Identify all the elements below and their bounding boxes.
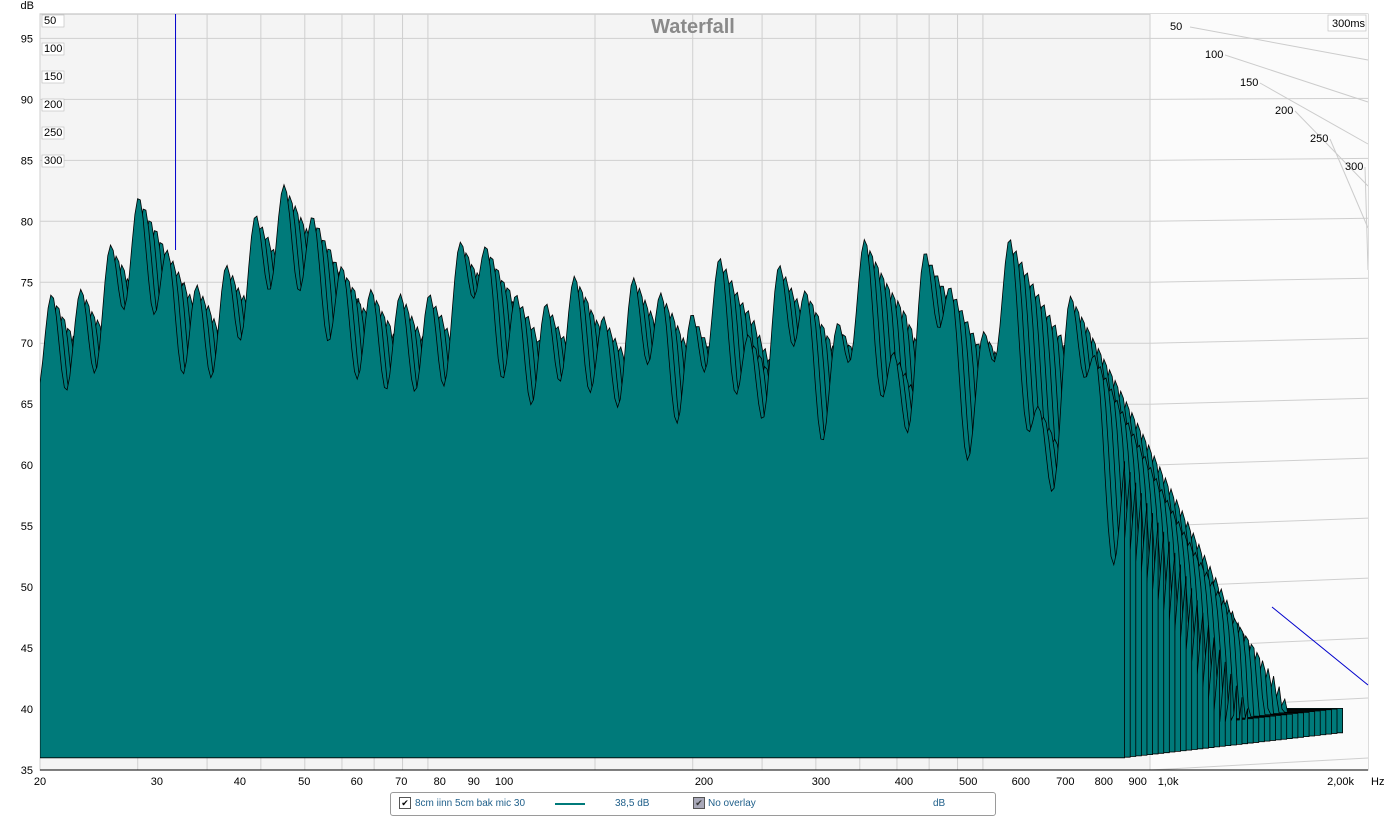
time-tick-box	[41, 98, 65, 112]
y-tick-label: 65	[21, 399, 33, 411]
time-tick-box	[41, 70, 65, 84]
time-unit-label: 300ms	[1332, 18, 1366, 30]
y-tick-label: 90	[21, 94, 33, 106]
x-tick-label: 400	[895, 776, 913, 788]
x-tick-label: 70	[395, 776, 407, 788]
overlay-label: No overlay	[708, 798, 756, 809]
y-tick-label: 60	[21, 460, 33, 472]
x-tick-label: 40	[234, 776, 246, 788]
x-tick-label: 50	[298, 776, 310, 788]
time-tick-box	[41, 14, 65, 28]
time-tick-label-right: 200	[1275, 105, 1293, 117]
legend-bar: ✔ 8cm iinn 5cm bak mic 30 38,5 dB ✔ No o…	[390, 792, 996, 816]
x-tick-label: 1,0k	[1158, 776, 1179, 788]
x-tick-label: 100	[495, 776, 513, 788]
y-tick-label: 40	[21, 704, 33, 716]
x-tick-label: 2,00k	[1327, 776, 1354, 788]
x-tick-label: 90	[468, 776, 480, 788]
y-tick-label: 85	[21, 155, 33, 167]
time-tick-label-right: 100	[1205, 49, 1223, 61]
y-tick-label: 75	[21, 277, 33, 289]
cursor-depth-line	[1271, 606, 1369, 686]
y-tick-label: 55	[21, 521, 33, 533]
y-tick-label: 80	[21, 216, 33, 228]
x-tick-label: 60	[351, 776, 363, 788]
series-swatch	[555, 803, 585, 805]
y-tick-label: 45	[21, 643, 33, 655]
x-tick-label: 80	[434, 776, 446, 788]
time-tick-label: 150	[44, 71, 62, 83]
time-tick-label: 50	[44, 15, 56, 27]
waterfall-slice	[40, 183, 1125, 759]
measurement-name: 8cm iinn 5cm bak mic 30	[415, 798, 526, 809]
frequency-cursor[interactable]	[175, 14, 1369, 686]
measurement-checkbox[interactable]: ✔	[399, 797, 411, 809]
time-tick-box	[41, 154, 65, 168]
y-unit-label: dB	[21, 0, 34, 12]
x-unit-label: Hz	[1371, 776, 1384, 788]
chart-title: Waterfall	[651, 16, 735, 38]
y-tick-label: 50	[21, 582, 33, 594]
x-tick-label: 700	[1056, 776, 1074, 788]
x-tick-label: 300	[812, 776, 830, 788]
y-tick-label: 95	[21, 33, 33, 45]
waterfall-slices	[40, 183, 1343, 759]
time-tick-label-right: 250	[1310, 133, 1328, 145]
x-tick-label: 20	[34, 776, 46, 788]
y-tick-label: 35	[21, 765, 33, 777]
time-tick-box	[41, 126, 65, 140]
x-tick-label: 600	[1012, 776, 1030, 788]
time-unit-box	[1327, 14, 1367, 32]
x-tick-label: 500	[959, 776, 977, 788]
time-tick-label: 250	[44, 127, 62, 139]
x-tick-label: 800	[1095, 776, 1113, 788]
overlay-checkbox[interactable]: ✔	[693, 797, 705, 809]
time-tick-label: 200	[44, 99, 62, 111]
unit-label: dB	[933, 798, 946, 809]
time-tick-label-right: 50	[1170, 21, 1182, 33]
x-tick-label: 900	[1129, 776, 1147, 788]
x-tick-label: 30	[151, 776, 163, 788]
x-tick-label: 200	[695, 776, 713, 788]
time-tick-label: 300	[44, 155, 62, 167]
time-tick-label-right: 150	[1240, 77, 1258, 89]
y-tick-label: 70	[21, 338, 33, 350]
level-readout: 38,5 dB	[615, 798, 650, 809]
time-tick-label-right: 300	[1345, 161, 1363, 173]
time-tick-label: 100	[44, 43, 62, 55]
time-tick-box	[41, 42, 65, 56]
